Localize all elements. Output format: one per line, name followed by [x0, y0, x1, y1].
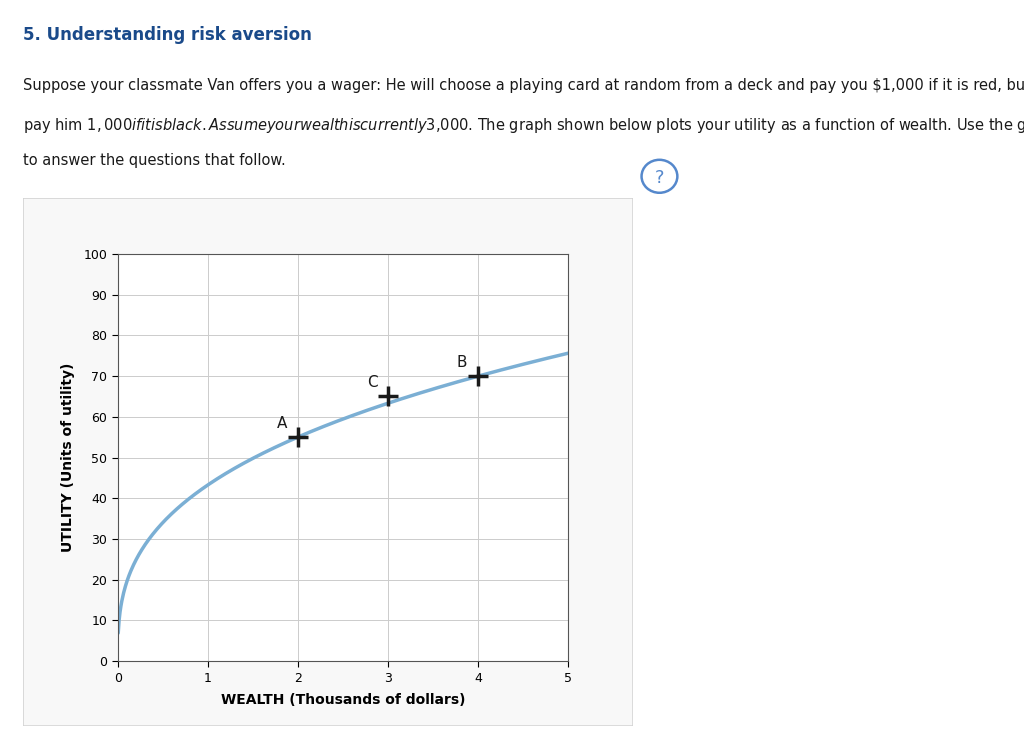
Y-axis label: UTILITY (Units of utility): UTILITY (Units of utility) — [61, 363, 75, 552]
Text: Suppose your classmate Van offers you a wager: He will choose a playing card at : Suppose your classmate Van offers you a … — [23, 78, 1024, 93]
Text: ?: ? — [654, 169, 665, 187]
Text: pay him $1,000 if it is black. Assume your wealth is currently $3,000. The graph: pay him $1,000 if it is black. Assume yo… — [23, 116, 1024, 134]
Text: 5. Understanding risk aversion: 5. Understanding risk aversion — [23, 26, 311, 44]
Text: to answer the questions that follow.: to answer the questions that follow. — [23, 153, 286, 168]
X-axis label: WEALTH (Thousands of dollars): WEALTH (Thousands of dollars) — [221, 693, 465, 707]
Text: A: A — [276, 416, 287, 431]
Text: B: B — [457, 355, 467, 370]
Text: C: C — [367, 375, 377, 391]
Circle shape — [642, 160, 677, 193]
